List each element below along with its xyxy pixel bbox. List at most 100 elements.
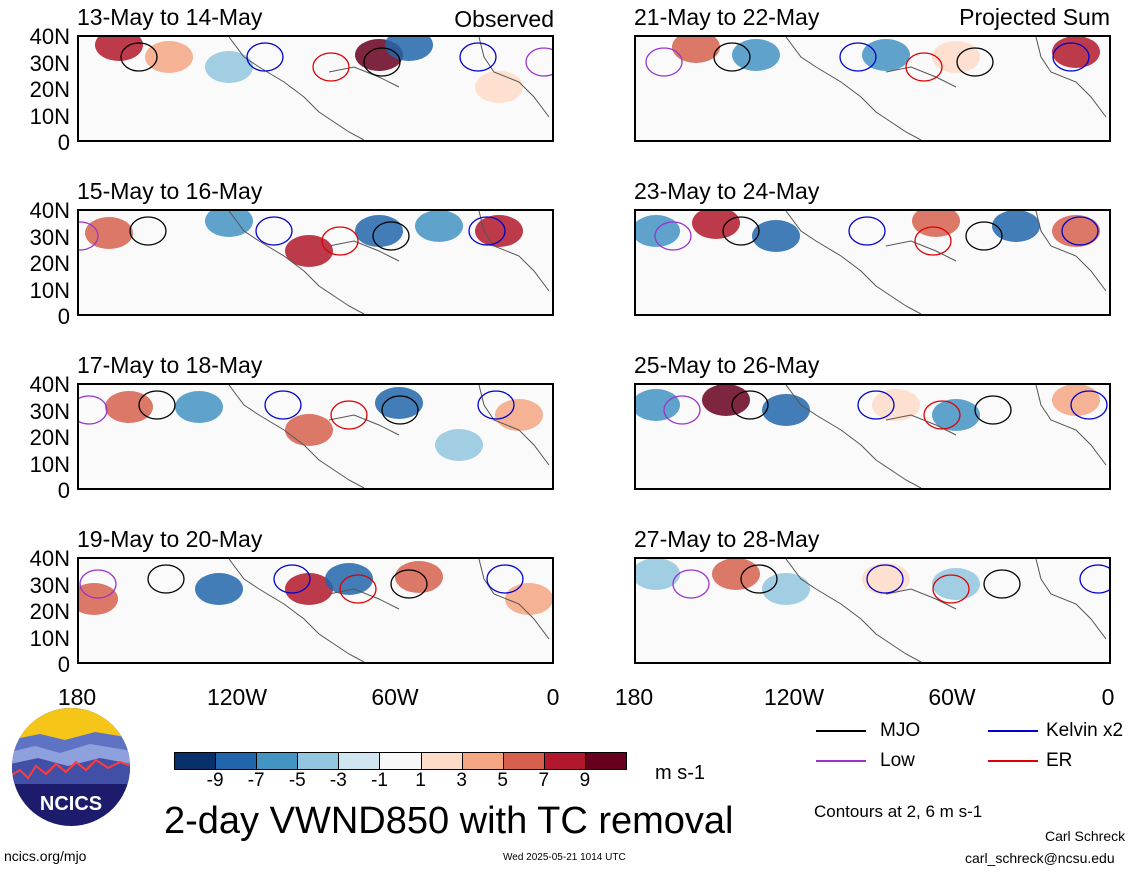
contour-line — [390, 569, 428, 599]
contour-line — [654, 221, 692, 251]
map-panel-8 — [634, 557, 1111, 664]
y-tick-label: 30N — [29, 399, 70, 424]
colorbar-label: -9 — [206, 770, 224, 791]
colorbar-swatch — [502, 752, 545, 770]
anomaly-blob — [912, 211, 960, 237]
contour-line — [1061, 216, 1099, 246]
y-tick-label: 40N — [29, 372, 70, 397]
contour-line — [1079, 564, 1109, 594]
ncics-logo: NCICS — [10, 706, 132, 828]
author-name: Carl Schreck — [1045, 828, 1126, 844]
map-field — [95, 37, 552, 140]
colorbar-swatch — [584, 752, 627, 770]
x-tick-label: 180 — [57, 684, 97, 710]
panel-title-8: 27-May to 28-May — [634, 526, 820, 552]
footer-timestamp: Wed 2025-05-21 1014 UTC — [503, 852, 626, 863]
anomaly-blob — [85, 217, 133, 249]
anomaly-blob — [79, 583, 118, 615]
y-tick-label: 0 — [57, 478, 70, 503]
contour-line — [722, 216, 760, 246]
anomaly-blob — [762, 394, 810, 426]
anomaly-blob — [636, 559, 680, 590]
contour-line — [246, 42, 284, 72]
map-field — [79, 559, 552, 662]
legend-kelvin-line — [988, 730, 1038, 732]
contour-line — [372, 221, 410, 251]
x-tick-label: 0 — [546, 684, 560, 710]
anomaly-blob — [932, 399, 980, 431]
contour-line — [129, 216, 167, 246]
y-tick-label: 10N — [29, 278, 70, 303]
anomaly-blob — [692, 211, 740, 239]
contour-line — [672, 569, 710, 599]
y-tick-label: 30N — [29, 225, 70, 250]
contour-line — [381, 395, 419, 425]
author-email[interactable]: carl_schreck@ncsu.edu — [965, 850, 1115, 866]
contour-line — [731, 390, 769, 420]
colorbar-label: -7 — [247, 770, 265, 791]
y-tick-label: 20N — [29, 425, 70, 450]
anomaly-blob — [762, 573, 810, 605]
colorbar-label: 1 — [415, 770, 426, 791]
footer-url[interactable]: ncics.org/mjo — [4, 848, 87, 864]
contour-line — [923, 400, 961, 430]
x-tick-label: 180 — [614, 684, 654, 710]
contour-line — [120, 42, 158, 72]
panel-title-1: 13-May to 14-May — [77, 4, 263, 30]
anomaly-blob — [285, 414, 333, 446]
colorbar-units: m s-1 — [655, 762, 705, 784]
colorbar-swatch — [256, 752, 299, 770]
colorbar-swatch — [297, 752, 340, 770]
anomaly-blob — [932, 41, 980, 73]
contour-line — [866, 564, 904, 594]
contour-line — [932, 574, 970, 604]
map-field — [79, 385, 550, 488]
contour-line — [138, 390, 176, 420]
coastline — [785, 385, 1107, 488]
contour-line — [740, 564, 778, 594]
logo-text: NCICS — [40, 793, 102, 815]
contour-line — [459, 42, 497, 72]
colorbar-label: 9 — [579, 770, 591, 791]
colorbar-swatch — [338, 752, 381, 770]
contour-line — [914, 226, 952, 256]
anomaly-blob — [1052, 37, 1100, 68]
legend-low-label: Low — [880, 750, 915, 771]
map-field — [79, 211, 550, 314]
contour-line — [264, 390, 302, 420]
anomaly-blob — [712, 559, 760, 590]
anomaly-blob — [175, 391, 223, 423]
colorbar-swatch — [461, 752, 504, 770]
legend-mjo-line — [816, 730, 866, 732]
anomaly-blob — [1052, 215, 1100, 247]
contour-line — [79, 569, 117, 599]
map-field — [645, 37, 1107, 140]
y-tick-label: 20N — [29, 77, 70, 102]
legend-low-line — [816, 760, 866, 762]
map-panel-6 — [634, 209, 1111, 316]
contour-line — [525, 47, 552, 77]
anomaly-blob — [702, 385, 750, 416]
map-field — [636, 559, 1109, 662]
contour-line — [255, 216, 293, 246]
panel-title-2: 15-May to 16-May — [77, 178, 263, 204]
coastline — [228, 37, 550, 140]
anomaly-blob — [435, 429, 483, 461]
contours-note: Contours at 2, 6 m s-1 — [814, 802, 983, 821]
anomaly-blob — [145, 41, 193, 73]
y-tick-label: 0 — [57, 304, 70, 329]
anomaly-blob — [992, 211, 1040, 242]
y-tick-label: 20N — [29, 251, 70, 276]
contour-line — [363, 47, 401, 77]
anomaly-blob — [205, 211, 253, 237]
contour-line — [956, 47, 994, 77]
colorbar-swatch — [379, 752, 422, 770]
contour-line — [663, 395, 701, 425]
anomaly-blob — [495, 399, 543, 431]
contour-line — [1070, 390, 1108, 420]
coastline — [228, 211, 550, 314]
contour-line — [713, 42, 751, 72]
y-tick-label: 40N — [29, 24, 70, 49]
anomaly-blob — [636, 389, 680, 421]
map-panel-1 — [77, 35, 554, 142]
